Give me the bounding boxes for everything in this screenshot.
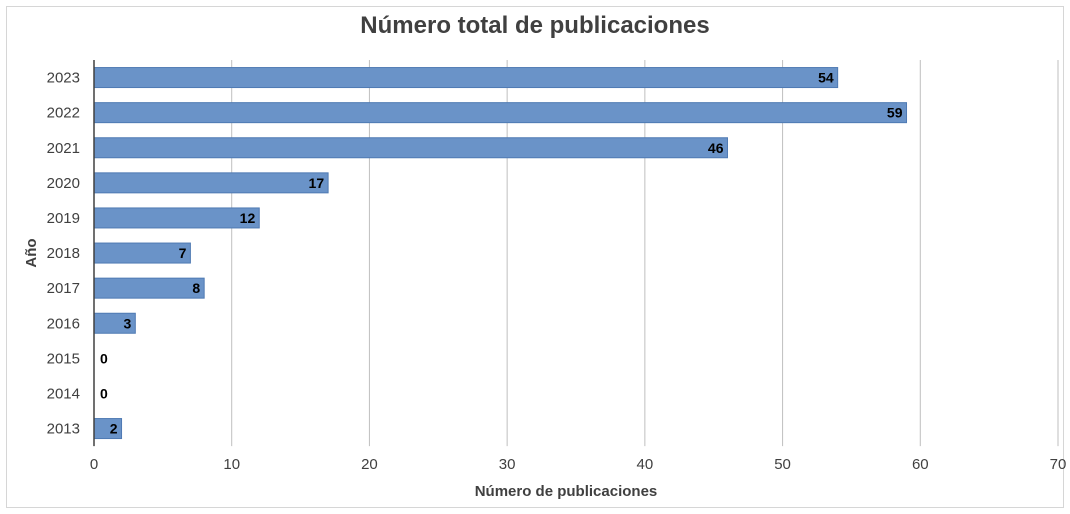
y-tick-label: 2018 <box>47 245 80 262</box>
y-tick-label: 2020 <box>47 175 80 192</box>
bar <box>93 207 260 229</box>
y-tick-label: 2014 <box>47 385 80 402</box>
y-tick-label: 2021 <box>47 140 80 157</box>
bar <box>93 67 839 89</box>
bar <box>93 277 205 299</box>
gridlines <box>231 60 1059 447</box>
value-label: 3 <box>124 315 132 331</box>
value-label: 0 <box>100 350 108 366</box>
value-label: 7 <box>179 245 187 261</box>
value-label: 54 <box>818 70 834 86</box>
x-axis-title: Número de publicaciones <box>475 483 658 500</box>
value-label: 2 <box>110 421 118 437</box>
value-label: 8 <box>192 280 200 296</box>
y-tick-label: 2017 <box>47 280 80 297</box>
x-tick-label: 30 <box>499 456 516 473</box>
y-tick-labels: 2023 2022 2021 2020 2019 2018 2017 2016 2015 2014… <box>47 70 80 438</box>
value-label: 59 <box>887 105 903 121</box>
bar <box>93 102 908 124</box>
y-tick-label: 2023 <box>47 70 80 87</box>
y-tick-label: 2015 <box>47 350 80 367</box>
x-tick-label: 10 <box>223 456 240 473</box>
y-tick-label: 2022 <box>47 105 80 122</box>
y-tick-label: 2013 <box>47 421 80 438</box>
y-axis-title: Año <box>23 238 40 267</box>
x-tick-label: 70 <box>1050 456 1067 473</box>
bar <box>93 242 191 264</box>
value-label: 46 <box>708 140 724 156</box>
x-tick-label: 60 <box>912 456 929 473</box>
x-tick-label: 0 <box>90 456 98 473</box>
chart-title: Número total de publicaciones <box>360 12 710 39</box>
bar <box>93 172 329 194</box>
value-label: 0 <box>100 385 108 401</box>
x-tick-label: 20 <box>361 456 378 473</box>
x-tick-labels: 0 10 20 30 40 50 60 70 <box>90 456 1067 473</box>
value-label: 12 <box>240 210 256 226</box>
y-tick-label: 2016 <box>47 315 80 332</box>
y-tick-label: 2019 <box>47 210 80 227</box>
x-tick-label: 50 <box>774 456 791 473</box>
bar <box>93 137 728 159</box>
value-labels: 54 59 46 17 12 7 8 3 0 0 2 <box>100 70 903 437</box>
value-label: 17 <box>309 175 325 191</box>
bars <box>93 67 908 440</box>
x-tick-label: 40 <box>637 456 654 473</box>
